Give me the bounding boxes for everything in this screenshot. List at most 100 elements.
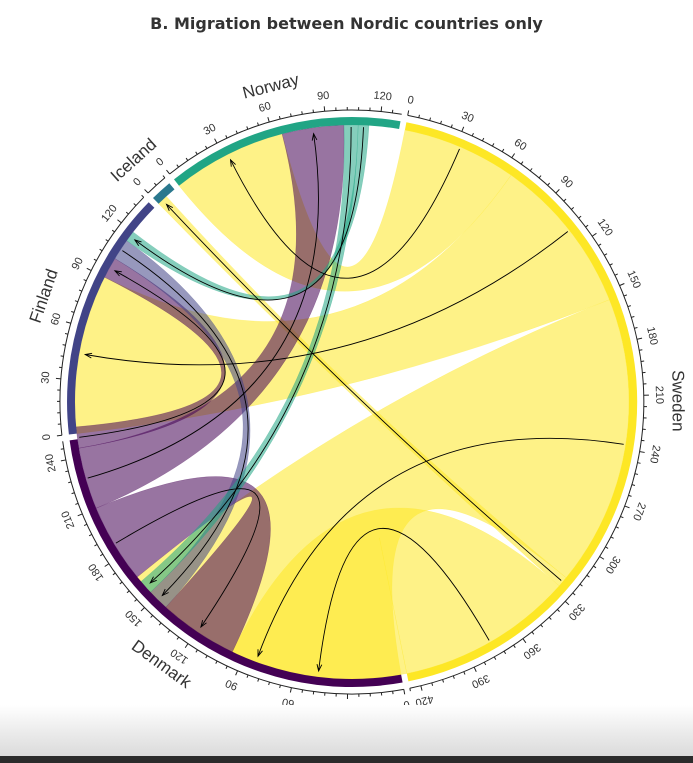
flow-line-5	[115, 488, 261, 628]
tick-mark-sweden	[605, 546, 609, 549]
tick-label-denmark: 180	[86, 561, 106, 583]
tick-mark-sweden	[450, 124, 453, 128]
tick-mark-sweden	[639, 451, 645, 453]
tick-label-sweden: 270	[630, 501, 648, 522]
sector-arc-norway	[174, 117, 401, 186]
tick-mark-finland	[83, 279, 87, 282]
tick-mark-sweden	[463, 671, 466, 675]
tick-mark-sweden	[563, 198, 567, 202]
tick-mark-sweden	[620, 516, 624, 519]
tick-mark-denmark	[119, 581, 123, 585]
tick-mark-norway	[278, 115, 281, 120]
tick-mark-denmark	[65, 470, 69, 473]
tick-mark-norway	[301, 111, 303, 115]
tick-mark-finland	[105, 239, 109, 242]
tick-mark-finland	[71, 310, 75, 313]
tick-mark-sweden	[483, 662, 487, 666]
axis-line-finland	[59, 196, 145, 436]
tick-mark-sweden	[598, 243, 602, 246]
tick-mark-denmark	[71, 492, 75, 495]
tick-mark-iceland	[144, 189, 149, 194]
tick-mark-sweden	[501, 148, 505, 152]
tick-mark-norway	[225, 135, 228, 139]
ribbons	[74, 124, 630, 680]
tick-mark-denmark	[88, 534, 93, 537]
flow-line-6	[87, 133, 319, 479]
tick-mark-sweden	[547, 182, 551, 186]
tick-mark-denmark	[301, 689, 304, 693]
sector-label-sweden: Sweden	[668, 370, 687, 432]
tick-label-denmark: 90	[224, 677, 240, 693]
flow-arrowhead-5	[200, 620, 207, 629]
tick-mark-denmark	[158, 622, 162, 626]
tick-mark-sweden	[407, 110, 410, 116]
tick-mark-sweden	[511, 153, 516, 158]
flow-line-10	[134, 127, 364, 301]
tick-mark-denmark	[195, 649, 198, 653]
tick-mark-denmark	[289, 687, 292, 693]
tick-mark-sweden	[631, 484, 636, 486]
tick-mark-denmark	[126, 590, 130, 594]
tick-mark-denmark	[246, 674, 249, 678]
tick-mark-denmark	[77, 513, 83, 517]
flow-line-4	[318, 527, 490, 671]
tick-mark-finland	[111, 229, 115, 233]
tick-mark-norway	[257, 122, 259, 126]
tick-mark-norway	[246, 126, 249, 130]
tick-mark-norway	[166, 169, 170, 175]
tick-label-sweden: 390	[470, 672, 492, 691]
flow-line-3	[166, 204, 562, 581]
tick-label-norway: 60	[257, 100, 272, 115]
tick-mark-iceland	[162, 175, 166, 179]
tick-label-sweden: 30	[460, 110, 476, 126]
tick-mark-sweden	[409, 688, 411, 692]
tick-mark-sweden	[586, 574, 590, 578]
tick-mark-finland	[125, 211, 129, 215]
ribbon-norway-to-finland	[126, 124, 370, 301]
tick-label-sweden: 210	[653, 386, 665, 405]
tick-mark-finland	[141, 194, 145, 198]
tick-mark-denmark	[75, 502, 79, 505]
tick-mark-sweden	[609, 263, 613, 266]
tick-mark-sweden	[503, 650, 507, 655]
flow-arrowhead-8	[161, 588, 169, 597]
tick-mark-denmark	[279, 684, 281, 689]
tick-mark-sweden	[624, 505, 630, 509]
tick-mark-sweden	[473, 666, 477, 672]
tick-mark-sweden	[522, 638, 527, 644]
flow-arrowhead-3	[165, 203, 174, 211]
tick-mark-denmark	[60, 459, 66, 462]
flow-arrowhead-9	[149, 576, 157, 584]
tick-mark-sweden	[555, 189, 560, 194]
tick-mark-norway	[290, 113, 292, 117]
flow-line-2	[257, 437, 624, 657]
tick-mark-denmark	[134, 598, 138, 602]
tick-mark-finland	[74, 300, 78, 303]
tick-mark-sweden	[634, 326, 638, 329]
tick-mark-sweden	[520, 161, 524, 165]
tick-mark-denmark	[257, 678, 260, 682]
tick-label-denmark: 240	[43, 453, 58, 473]
tick-mark-norway	[205, 145, 208, 149]
tick-mark-denmark	[112, 572, 116, 576]
tick-mark-finland	[65, 321, 71, 324]
tick-mark-finland	[62, 344, 66, 346]
sector-arc-iceland	[153, 183, 175, 204]
tick-mark-denmark	[167, 629, 171, 633]
tick-mark-sweden	[418, 114, 420, 118]
tick-mark-norway	[214, 138, 218, 144]
chart-title: B. Migration between Nordic countries on…	[150, 14, 543, 33]
tick-mark-sweden	[634, 473, 639, 475]
tick-mark-denmark	[184, 643, 189, 649]
tick-label-sweden: 420	[414, 692, 435, 708]
tick-mark-sweden	[564, 601, 570, 606]
tick-mark-sweden	[429, 117, 432, 121]
tick-mark-finland	[99, 248, 103, 252]
tick-mark-norway	[185, 157, 189, 161]
tick-mark-sweden	[531, 631, 535, 635]
tick-mark-sweden	[615, 526, 619, 529]
tick-mark-finland	[133, 203, 137, 206]
tick-label-sweden: 120	[595, 217, 615, 239]
tick-mark-sweden	[637, 337, 643, 340]
tick-mark-denmark	[99, 553, 104, 557]
